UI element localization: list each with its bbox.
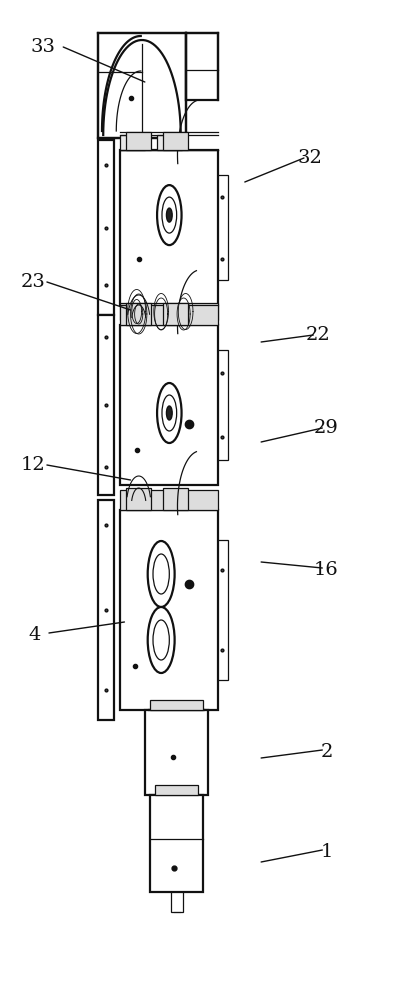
- Bar: [150, 700, 203, 710]
- Bar: [120, 305, 218, 325]
- Text: 12: 12: [20, 456, 45, 474]
- Text: 4: 4: [29, 626, 41, 644]
- Text: 22: 22: [306, 326, 330, 344]
- Circle shape: [148, 541, 175, 607]
- Bar: [120, 135, 145, 150]
- Bar: [126, 132, 151, 150]
- Circle shape: [153, 554, 169, 594]
- Bar: [120, 510, 218, 710]
- Bar: [218, 175, 228, 280]
- Bar: [120, 325, 218, 485]
- Bar: [126, 488, 151, 510]
- Circle shape: [166, 208, 172, 222]
- Bar: [218, 350, 228, 460]
- Bar: [120, 490, 218, 510]
- Text: 2: 2: [320, 743, 333, 761]
- Bar: [171, 892, 183, 912]
- Text: 23: 23: [20, 273, 45, 291]
- Bar: [163, 132, 188, 150]
- Bar: [98, 500, 114, 720]
- Text: 33: 33: [30, 38, 55, 56]
- Bar: [157, 135, 182, 150]
- Circle shape: [157, 383, 182, 443]
- Text: 16: 16: [314, 561, 339, 579]
- Bar: [163, 488, 188, 510]
- Circle shape: [153, 620, 169, 660]
- Bar: [126, 303, 151, 325]
- Text: 1: 1: [320, 843, 333, 861]
- Bar: [150, 795, 203, 892]
- Bar: [145, 710, 208, 795]
- Bar: [218, 540, 228, 680]
- Bar: [98, 315, 114, 495]
- Circle shape: [162, 197, 177, 233]
- Circle shape: [166, 406, 172, 420]
- Text: 32: 32: [298, 149, 322, 167]
- Text: 29: 29: [314, 419, 339, 437]
- Bar: [98, 33, 186, 138]
- Circle shape: [162, 395, 177, 431]
- Circle shape: [157, 185, 182, 245]
- Bar: [120, 150, 218, 305]
- Bar: [98, 140, 114, 315]
- Bar: [155, 785, 198, 795]
- Bar: [186, 33, 218, 100]
- Circle shape: [148, 607, 175, 673]
- Bar: [163, 303, 188, 325]
- Bar: [120, 303, 218, 320]
